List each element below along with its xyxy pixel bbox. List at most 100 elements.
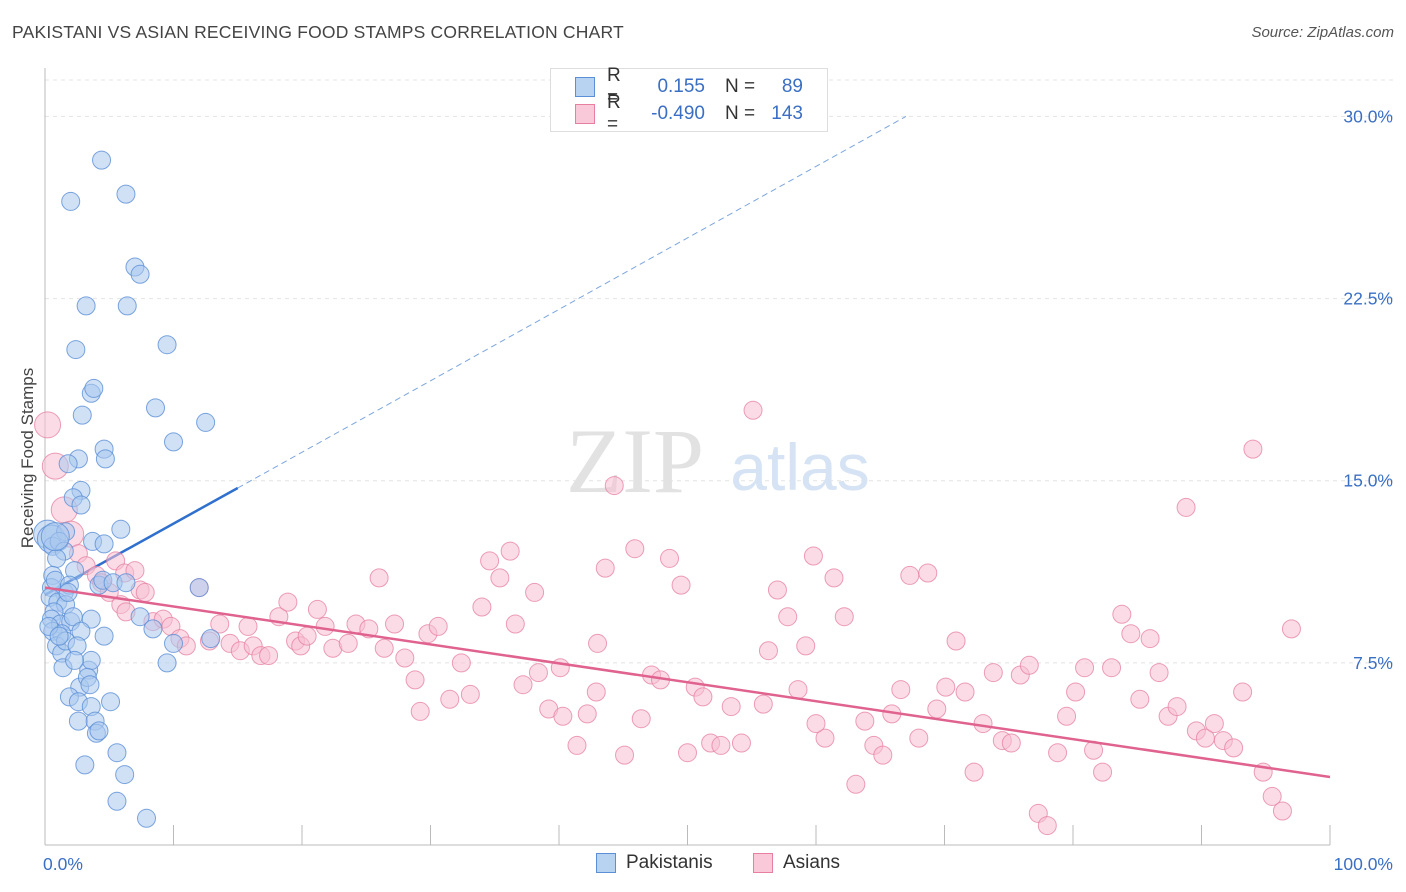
asian-point <box>946 631 966 651</box>
asian-point <box>577 704 597 724</box>
asian-point <box>440 689 460 709</box>
asian-point <box>588 633 608 653</box>
asian-point <box>505 614 525 634</box>
asian-point <box>1204 714 1224 734</box>
pakistani-point <box>58 454 78 474</box>
asian-point <box>278 592 298 612</box>
pakistani-point <box>84 378 104 398</box>
y-tick-label: 15.0% <box>1343 471 1393 491</box>
asian-point <box>307 599 327 619</box>
asian-point <box>395 648 415 668</box>
asian-point <box>567 735 587 755</box>
pakistani-point <box>143 619 163 639</box>
asian-point <box>678 743 697 763</box>
asian-point <box>238 616 258 636</box>
r-label: R = <box>607 65 621 108</box>
asian-point <box>595 558 615 578</box>
asian-point <box>753 694 773 714</box>
asian-point <box>1262 786 1282 806</box>
asian-point <box>631 709 651 729</box>
pakistani-point <box>71 495 91 515</box>
r-value: 0.155 <box>657 76 705 97</box>
pakistani-point <box>137 808 157 828</box>
x-tick-label: 0.0% <box>43 854 83 874</box>
asian-point <box>525 582 545 602</box>
asian-point <box>259 646 279 666</box>
pakistani-point <box>130 264 150 284</box>
pakistani-point <box>196 412 216 432</box>
asian-point <box>1224 738 1244 758</box>
asian-point <box>1057 706 1077 726</box>
pakistani-point <box>164 432 183 452</box>
pakistani-point <box>81 609 101 629</box>
pakistani-point <box>157 335 177 355</box>
asian-point <box>815 728 835 748</box>
pakistani-point <box>81 650 101 670</box>
asian-point <box>460 684 480 704</box>
asian-point <box>135 582 155 602</box>
asian-point <box>721 697 741 717</box>
pakistani-point <box>76 296 96 316</box>
asian-point <box>1066 682 1086 702</box>
pakistani-point <box>116 573 136 593</box>
asian-point <box>428 616 448 636</box>
correlation-legend: R = 0.155 N = 89 R = -0.490 N = 143 <box>550 65 828 135</box>
asian-point <box>909 728 929 748</box>
legend-row-pakistani: R = 0.155 N = 89 <box>575 65 803 108</box>
asian-point <box>359 619 379 639</box>
asian-points <box>34 400 1301 836</box>
y-tick-label: 7.5% <box>1353 653 1393 673</box>
asian-point <box>315 616 335 636</box>
asian-point <box>604 476 624 496</box>
asian-point <box>500 541 520 561</box>
asian-point <box>824 568 844 588</box>
asian-point <box>1121 624 1141 644</box>
bottom-legend-pakistani: Pakistanis <box>596 852 713 874</box>
asian-point <box>1001 733 1021 753</box>
asian-point <box>711 735 731 755</box>
pakistani-point <box>101 692 121 712</box>
r-value: -0.490 <box>651 103 705 124</box>
asian-point <box>1019 655 1039 675</box>
n-value: 89 <box>781 76 803 97</box>
asian-point <box>743 400 763 420</box>
asian-point <box>1130 689 1150 709</box>
asian-point <box>553 706 573 726</box>
pakistani-trend <box>44 115 907 596</box>
pakistani-point <box>117 296 137 316</box>
pakistani-point <box>115 765 135 785</box>
asian-point <box>846 774 866 794</box>
pakistani-point <box>80 675 100 695</box>
asian-point <box>1272 801 1292 821</box>
pakistani-point <box>40 522 70 552</box>
asian-point <box>1112 604 1132 624</box>
x-tick-label: 100.0% <box>1334 854 1393 874</box>
asian-point <box>671 575 691 595</box>
asian-point <box>374 638 394 658</box>
asian-point <box>451 653 471 673</box>
pakistani-point <box>130 607 150 627</box>
asian-point <box>936 677 956 697</box>
asian-point <box>1093 762 1113 782</box>
asian-point <box>1167 697 1187 717</box>
asian-legend-label: Asians <box>783 852 841 873</box>
pakistani-point <box>68 711 88 731</box>
asian-point <box>1140 629 1160 649</box>
pakistani-point <box>89 721 109 741</box>
pakistani-point <box>66 340 86 360</box>
asian-point <box>660 548 680 568</box>
asian-point <box>788 680 808 700</box>
asian-point <box>490 568 510 588</box>
watermark-atlas: atlas <box>730 430 869 504</box>
asian-point <box>405 670 425 690</box>
pakistani-points <box>33 150 221 828</box>
pakistani-point <box>65 650 85 670</box>
watermark: ZIP atlas <box>566 410 870 512</box>
pakistani-point <box>92 150 112 170</box>
asian-point <box>338 633 358 653</box>
legend-row-asian: R = -0.490 N = 143 <box>575 92 803 135</box>
y-tick-label: 30.0% <box>1343 106 1393 126</box>
asian-point <box>1075 658 1095 678</box>
asian-point <box>528 663 548 683</box>
pakistani-point <box>111 519 131 539</box>
